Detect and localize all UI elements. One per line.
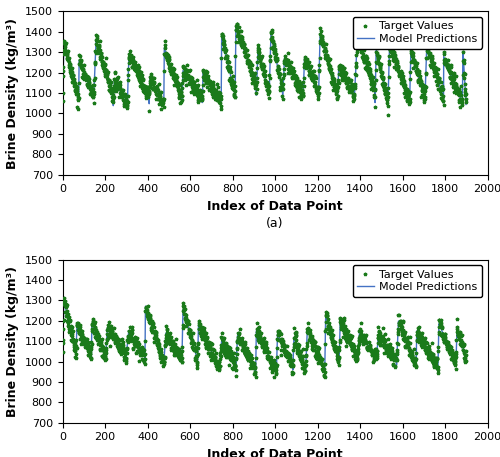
Target Values — [463, 348, 469, 353]
Model Predictions — [79, 64, 85, 69]
Model Predictions — [110, 103, 116, 108]
Model Predictions — [354, 352, 360, 357]
Target Values — [354, 30, 360, 36]
Model Predictions — [150, 82, 156, 87]
Y-axis label: Brine Density (kg/m³): Brine Density (kg/m³) — [6, 266, 19, 417]
Model Predictions — [463, 356, 469, 361]
Line: Target Values: Target Values — [61, 22, 468, 116]
Target Values — [153, 96, 159, 102]
Model Predictions — [233, 24, 239, 30]
Target Values — [150, 329, 156, 334]
X-axis label: Index of Data Point: Index of Data Point — [207, 200, 343, 213]
Y-axis label: Brine Density (kg/m³): Brine Density (kg/m³) — [6, 17, 19, 169]
Legend: Target Values, Model Predictions: Target Values, Model Predictions — [352, 265, 482, 297]
Model Predictions — [79, 334, 85, 340]
Target Values — [385, 112, 391, 117]
Model Predictions — [154, 87, 160, 93]
Line: Model Predictions: Model Predictions — [62, 27, 466, 106]
Model Predictions — [150, 328, 156, 334]
Target Values — [234, 21, 240, 27]
Target Values — [60, 99, 66, 104]
Target Values — [60, 349, 66, 355]
Model Predictions — [220, 340, 226, 345]
Model Predictions — [354, 34, 360, 39]
Target Values — [354, 350, 360, 356]
Target Values — [79, 331, 85, 336]
Model Predictions — [60, 98, 66, 103]
Model Predictions — [220, 38, 226, 43]
Target Values — [150, 81, 156, 87]
X-axis label: Index of Data Point: Index of Data Point — [207, 448, 343, 457]
Model Predictions — [117, 342, 123, 348]
Line: Target Values: Target Values — [61, 296, 468, 379]
Model Predictions — [61, 298, 67, 303]
Target Values — [220, 33, 226, 38]
Model Predictions — [154, 337, 160, 343]
Target Values — [117, 90, 123, 96]
Target Values — [61, 295, 67, 300]
Target Values — [117, 350, 123, 355]
Target Values — [220, 338, 226, 343]
Target Values — [154, 337, 160, 342]
Model Predictions — [117, 88, 123, 93]
Model Predictions — [232, 369, 238, 374]
Text: (a): (a) — [266, 217, 284, 230]
Legend: Target Values, Model Predictions: Target Values, Model Predictions — [352, 17, 482, 48]
Line: Model Predictions: Model Predictions — [62, 300, 466, 372]
Target Values — [79, 63, 85, 68]
Target Values — [463, 99, 469, 104]
Target Values — [322, 374, 328, 380]
Model Predictions — [60, 349, 66, 355]
Model Predictions — [463, 102, 469, 107]
